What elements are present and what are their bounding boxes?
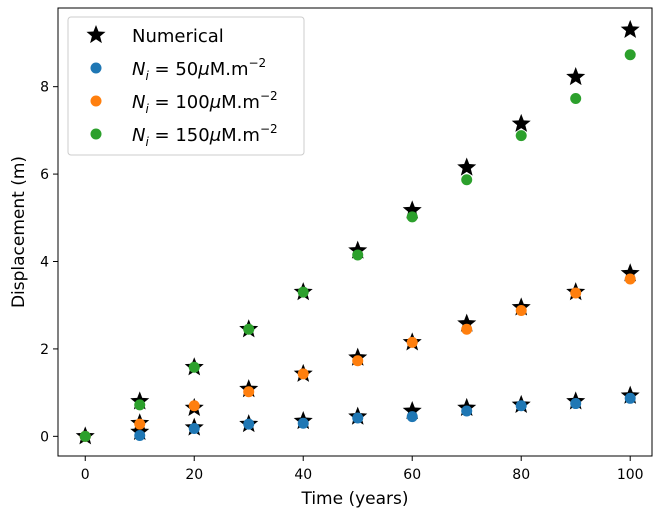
legend-entry-0: Numerical [86, 25, 224, 47]
series-2-point [243, 386, 255, 398]
series-2-point [297, 368, 309, 380]
numerical-point [511, 113, 531, 132]
numerical-point [566, 67, 586, 86]
legend-entry-2: Ni = 100μM.m−2 [90, 89, 278, 116]
series-1-point [243, 418, 255, 430]
y-tick-label: 8 [40, 80, 49, 96]
series-2-point [624, 273, 636, 285]
numerical-point [620, 263, 640, 282]
legend-marker-3 [90, 128, 102, 140]
series-1-point [406, 411, 418, 423]
series-3-point [79, 430, 91, 442]
x-tick-label: 60 [403, 467, 421, 483]
y-axis: 0 2 4 6 8 [40, 80, 58, 445]
legend-marker-0 [86, 25, 106, 44]
x-axis: 0 20 40 60 80 100 [81, 456, 644, 483]
x-tick-label: 0 [81, 467, 90, 483]
series-1-point [188, 422, 200, 434]
series-2-point [188, 400, 200, 412]
series-1-point [461, 405, 473, 417]
numerical-point [620, 19, 640, 38]
y-tick-label: 6 [40, 167, 49, 183]
legend-label-0: Numerical [132, 26, 224, 47]
series-2-point [515, 304, 527, 316]
series-1-point [570, 398, 582, 410]
series-1-point [352, 412, 364, 424]
legend-label-3: Ni = 150μM.m−2 [132, 122, 278, 149]
x-tick-label: 100 [617, 467, 644, 483]
legend: Numerical Ni = 50μM.m−2 Ni = 100μM.m−2 Ni =… [67, 16, 305, 156]
x-axis-label: Time (years) [300, 489, 408, 509]
legend-box [67, 16, 305, 156]
legend-marker-2 [90, 95, 102, 107]
series-3-point [352, 249, 364, 261]
series-3-point [406, 211, 418, 223]
x-tick-label: 20 [185, 467, 203, 483]
series-3-point [515, 130, 527, 142]
numerical-point [402, 400, 422, 420]
y-tick-label: 2 [40, 342, 49, 358]
numerical-point [457, 313, 477, 332]
series-1-point [515, 400, 527, 412]
x-tick-label: 80 [512, 467, 530, 483]
series-3-point [243, 323, 255, 335]
series-3-point [461, 174, 473, 186]
series-1-point [297, 417, 309, 429]
numerical-point [457, 157, 477, 176]
y-tick-label: 4 [40, 255, 49, 271]
series-3-point [134, 399, 146, 411]
series-3-point [570, 92, 582, 104]
legend-marker-1 [90, 62, 102, 74]
series-2-point [352, 355, 364, 367]
series-3-point [188, 361, 200, 373]
numerical-point [402, 200, 422, 219]
series-2-point [134, 418, 146, 430]
y-axis-label: Displacement (m) [9, 156, 29, 308]
legend-entry-3: Ni = 150μM.m−2 [90, 122, 278, 149]
series-3-point [624, 49, 636, 61]
legend-entry-1: Ni = 50μM.m−2 [90, 56, 266, 83]
plot-marks [75, 19, 640, 445]
legend-label-1: Ni = 50μM.m−2 [132, 56, 266, 83]
legend-label-2: Ni = 100μM.m−2 [132, 89, 278, 116]
series-3 [79, 49, 636, 442]
series-1-point [134, 429, 146, 441]
series-2-point [570, 287, 582, 299]
series-2 [79, 273, 636, 442]
x-tick-label: 40 [294, 467, 312, 483]
series-2-point [461, 323, 473, 335]
series-2-point [406, 336, 418, 348]
series-1-point [624, 392, 636, 404]
y-tick-label: 0 [40, 429, 49, 445]
series-3-point [297, 286, 309, 298]
plot-frame [57, 7, 653, 457]
